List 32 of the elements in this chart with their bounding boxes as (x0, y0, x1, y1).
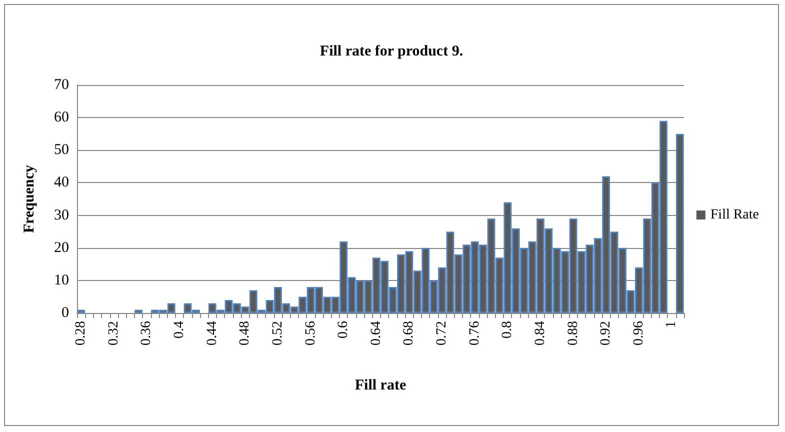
x-tick-label: 0.92 (598, 321, 614, 346)
x-tick-label: 0.32 (106, 321, 122, 346)
y-tick-label: 0 (62, 305, 69, 321)
y-axis-title: Frequency (22, 164, 38, 234)
x-tick-label: 0.36 (139, 321, 154, 346)
x-tick-label: 0.68 (402, 321, 417, 346)
bar (676, 134, 684, 313)
chart-title: Fill rate for product 9. (320, 44, 464, 60)
y-tick-label: 70 (54, 77, 69, 93)
y-tick-label: 20 (54, 240, 69, 256)
x-tick-label: 0.6 (336, 321, 352, 338)
x-tick-label: 0.52 (270, 321, 286, 346)
x-tick-label: 0.8 (500, 321, 516, 338)
y-tick-label: 40 (54, 174, 69, 191)
x-tick-label: 0.28 (74, 321, 89, 346)
x-tick-label: 0.96 (631, 321, 646, 346)
x-tick-label: 0.44 (204, 321, 220, 346)
x-tick-label: 0.84 (532, 321, 548, 346)
x-tick-label: 0.4 (172, 321, 188, 338)
x-tick-label: 0.72 (434, 321, 450, 346)
x-tick-label: 0.56 (303, 321, 318, 346)
x-tick-label: 1 (664, 321, 680, 328)
x-tick-label: 0.48 (238, 321, 253, 346)
x-tick-label: 0.64 (368, 321, 384, 346)
y-tick-label: 50 (54, 142, 69, 158)
y-tick-label: 10 (54, 272, 69, 288)
x-axis-title: Fill rate (354, 378, 406, 394)
legend-label: Fill Rate (710, 208, 760, 222)
x-tick-label: 0.76 (467, 321, 482, 346)
x-tick-label: 0.88 (566, 321, 581, 346)
y-tick-label: 60 (54, 110, 69, 126)
y-tick-label: 30 (54, 207, 69, 224)
